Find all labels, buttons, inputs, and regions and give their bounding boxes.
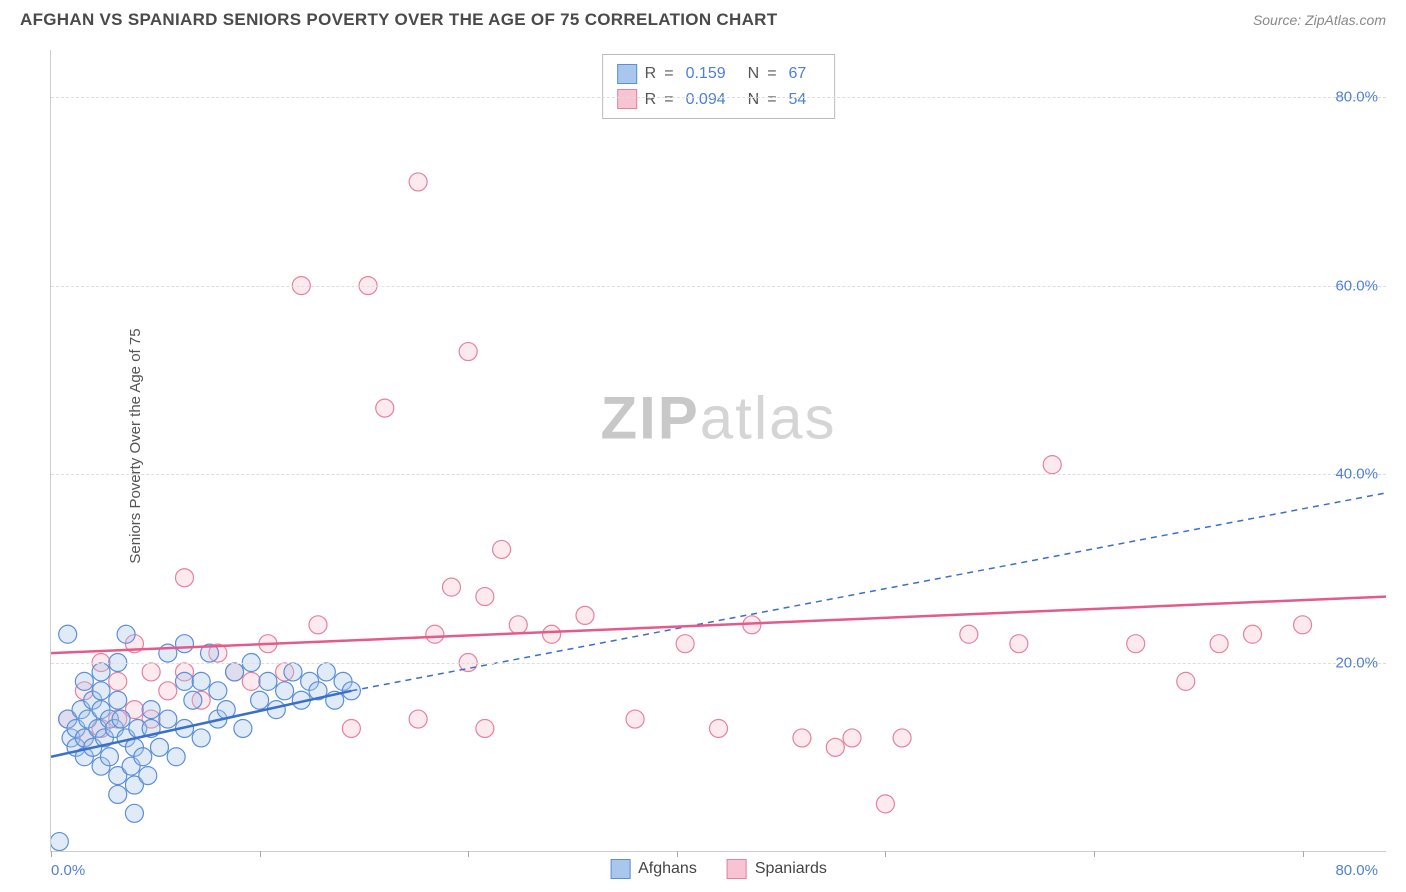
x-min-label: 0.0% xyxy=(51,862,85,879)
legend-item-afghans: Afghans xyxy=(610,859,697,879)
x-tick xyxy=(1303,851,1304,857)
stats-row-spaniards: R = 0.094 N = 54 xyxy=(617,87,821,113)
y-tick-label: 40.0% xyxy=(1335,466,1378,483)
data-point xyxy=(1210,635,1228,653)
trend-line xyxy=(51,597,1386,654)
data-point xyxy=(459,343,477,361)
data-point xyxy=(284,663,302,681)
data-point xyxy=(710,719,728,737)
x-tick xyxy=(1094,851,1095,857)
data-point xyxy=(234,719,252,737)
data-point xyxy=(426,625,444,643)
trend-extrapolation xyxy=(351,493,1386,691)
y-tick-label: 20.0% xyxy=(1335,654,1378,671)
data-point xyxy=(317,663,335,681)
data-point xyxy=(109,672,127,690)
data-point xyxy=(476,588,494,606)
data-point xyxy=(242,672,260,690)
data-point xyxy=(51,833,68,851)
x-tick xyxy=(677,851,678,857)
data-point xyxy=(576,606,594,624)
data-point xyxy=(259,672,277,690)
plot-area: ZIPatlas R = 0.159 N = 67 R = 0.094 N = … xyxy=(50,50,1386,852)
data-point xyxy=(109,691,127,709)
data-point xyxy=(1043,456,1061,474)
data-point xyxy=(226,663,244,681)
gridline xyxy=(51,286,1386,287)
data-point xyxy=(876,795,894,813)
data-point xyxy=(826,738,844,756)
legend-swatch-spaniards xyxy=(727,859,747,879)
data-point xyxy=(626,710,644,728)
swatch-spaniards xyxy=(617,89,637,109)
swatch-afghans xyxy=(617,64,637,84)
data-point xyxy=(1177,672,1195,690)
data-point xyxy=(139,767,157,785)
data-point xyxy=(476,719,494,737)
x-max-label: 80.0% xyxy=(1335,862,1378,879)
data-point xyxy=(109,785,127,803)
data-point xyxy=(117,625,135,643)
data-point xyxy=(150,738,168,756)
data-point xyxy=(276,682,294,700)
data-point xyxy=(142,701,160,719)
scatter-svg xyxy=(51,50,1386,851)
data-point xyxy=(184,691,202,709)
data-point xyxy=(167,748,185,766)
data-point xyxy=(159,682,177,700)
data-point xyxy=(843,729,861,747)
data-point xyxy=(509,616,527,634)
data-point xyxy=(192,672,210,690)
data-point xyxy=(75,672,93,690)
data-point xyxy=(443,578,461,596)
x-tick xyxy=(468,851,469,857)
gridline xyxy=(51,663,1386,664)
stats-row-afghans: R = 0.159 N = 67 xyxy=(617,61,821,87)
data-point xyxy=(1010,635,1028,653)
data-point xyxy=(125,804,143,822)
data-point xyxy=(251,691,269,709)
chart-title: AFGHAN VS SPANIARD SENIORS POVERTY OVER … xyxy=(20,10,777,30)
data-point xyxy=(92,663,110,681)
y-tick-label: 60.0% xyxy=(1335,277,1378,294)
data-point xyxy=(100,748,118,766)
data-point xyxy=(1244,625,1262,643)
data-point xyxy=(409,710,427,728)
x-tick xyxy=(51,851,52,857)
data-point xyxy=(1127,635,1145,653)
data-point xyxy=(134,748,152,766)
data-point xyxy=(112,710,130,728)
data-point xyxy=(142,663,160,681)
data-point xyxy=(159,710,177,728)
data-point xyxy=(59,625,77,643)
data-point xyxy=(309,616,327,634)
data-point xyxy=(493,540,511,558)
data-point xyxy=(376,399,394,417)
legend-item-spaniards: Spaniards xyxy=(727,859,827,879)
data-point xyxy=(793,729,811,747)
chart-container: ZIPatlas R = 0.159 N = 67 R = 0.094 N = … xyxy=(50,50,1386,852)
data-point xyxy=(409,173,427,191)
gridline xyxy=(51,97,1386,98)
data-point xyxy=(676,635,694,653)
gridline xyxy=(51,474,1386,475)
legend-swatch-afghans xyxy=(610,859,630,879)
x-tick xyxy=(885,851,886,857)
data-point xyxy=(176,635,194,653)
stats-box: R = 0.159 N = 67 R = 0.094 N = 54 xyxy=(602,54,836,119)
y-tick-label: 80.0% xyxy=(1335,89,1378,106)
data-point xyxy=(209,682,227,700)
x-tick xyxy=(260,851,261,857)
data-point xyxy=(960,625,978,643)
source-label: Source: ZipAtlas.com xyxy=(1253,12,1386,28)
legend: Afghans Spaniards xyxy=(610,859,827,879)
data-point xyxy=(543,625,561,643)
data-point xyxy=(192,729,210,747)
data-point xyxy=(342,719,360,737)
data-point xyxy=(1294,616,1312,634)
data-point xyxy=(176,672,194,690)
data-point xyxy=(893,729,911,747)
data-point xyxy=(176,569,194,587)
data-point xyxy=(92,682,110,700)
